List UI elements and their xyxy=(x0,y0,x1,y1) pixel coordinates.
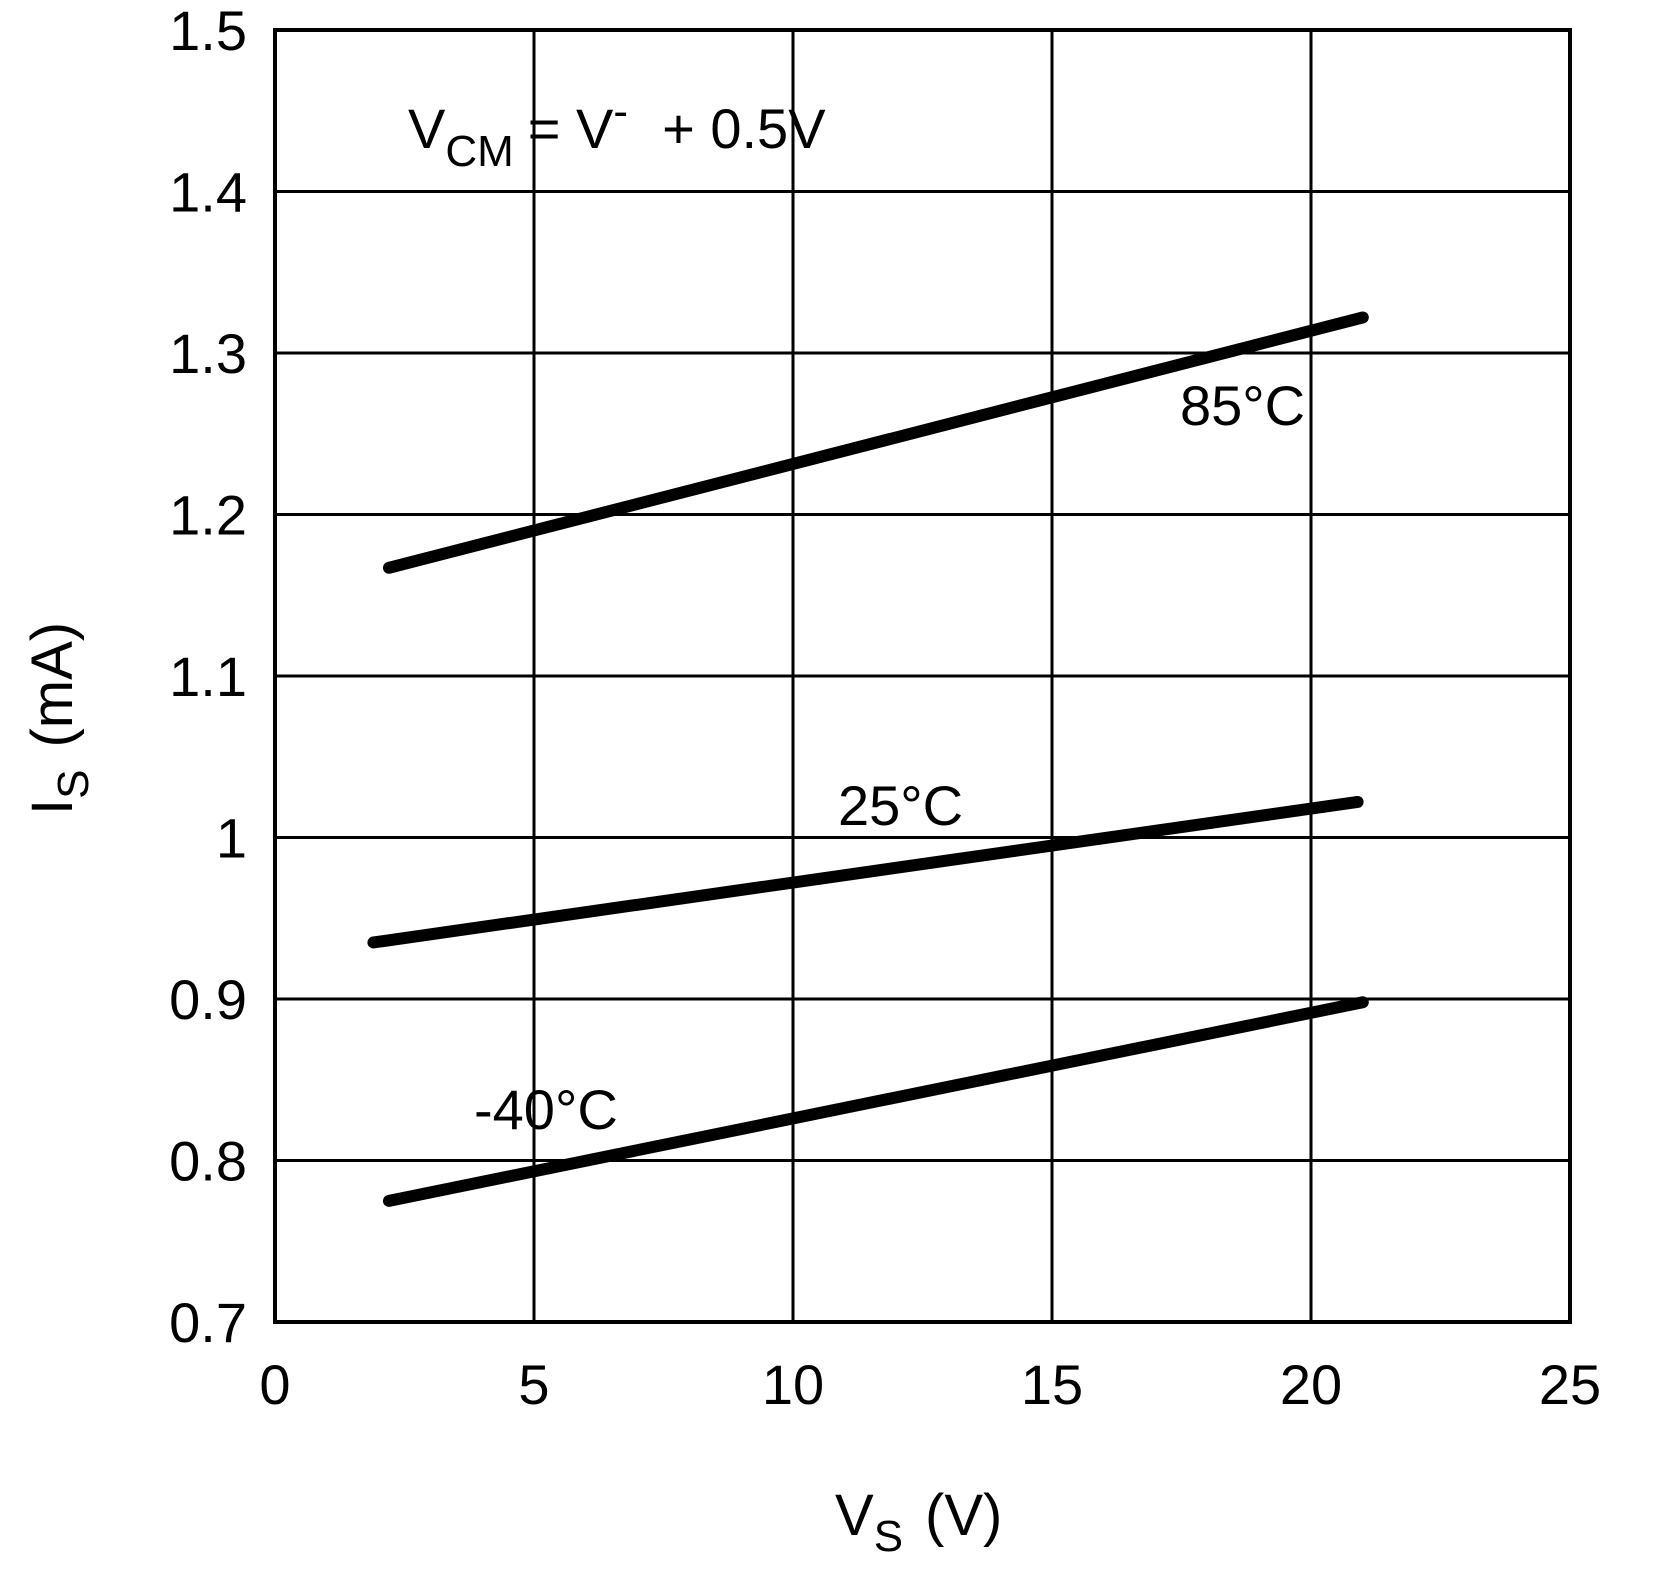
x-tick-label: 20 xyxy=(1280,1353,1342,1416)
label-backdrop-25c xyxy=(808,780,1008,830)
x-tick-label: 10 xyxy=(762,1353,824,1416)
series-line-0 xyxy=(382,311,1369,574)
series-label-25c: 25°C xyxy=(838,774,963,837)
series-label-85c: 85°C xyxy=(1180,374,1305,437)
y-tick-label: 1.3 xyxy=(169,322,247,385)
tick-labels: 0 5 10 15 20 25 0.7 0.8 0.9 1 1.1 1.2 1.3 1.4 1.5 xyxy=(169,0,1601,1416)
y-tick-label: 1.2 xyxy=(169,484,247,547)
series-group xyxy=(367,311,1369,1207)
series-label-minus40c: -40°C xyxy=(474,1078,618,1141)
x-tick-label: 15 xyxy=(1021,1353,1083,1416)
y-tick-label: 1.1 xyxy=(169,645,247,708)
y-axis-title: IS(mA) xyxy=(20,622,98,815)
y-tick-label: 0.9 xyxy=(169,968,247,1031)
y-tick-label: 1.5 xyxy=(169,0,247,62)
series-line-1 xyxy=(367,795,1364,949)
y-tick-label: 1.4 xyxy=(169,161,247,224)
x-tick-label: 5 xyxy=(518,1353,549,1416)
x-tick-label: 25 xyxy=(1539,1353,1601,1416)
condition-annotation: VCM = V- + 0.5V xyxy=(408,87,826,176)
y-tick-label: 1 xyxy=(216,807,247,870)
x-tick-label: 0 xyxy=(259,1353,290,1416)
y-tick-label: 0.8 xyxy=(169,1130,247,1193)
plot-frame xyxy=(273,28,1572,1324)
series-line-2 xyxy=(382,996,1369,1207)
x-axis-title: VS (V) xyxy=(835,1483,1002,1561)
grid xyxy=(273,28,1572,1324)
y-tick-label: 0.7 xyxy=(169,1291,247,1354)
